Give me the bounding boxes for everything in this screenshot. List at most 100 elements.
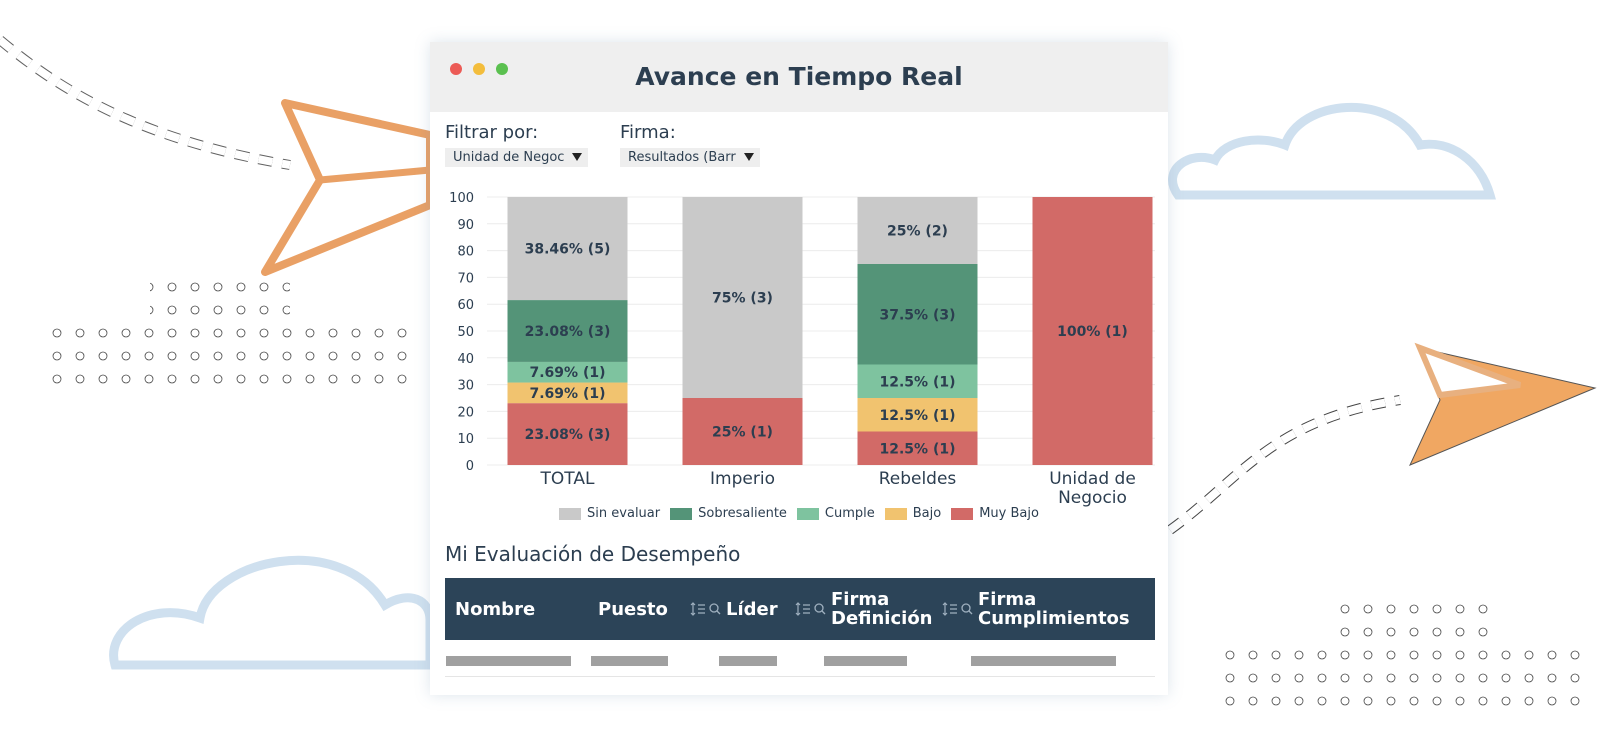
legend-label: Cumple bbox=[824, 506, 875, 521]
legend: Sin evaluar Sobresaliente Cumple Bajo Muy Ba… bbox=[430, 506, 1168, 521]
title-bar: Avance en Tiempo Real bbox=[430, 42, 1168, 112]
legend-swatch bbox=[951, 507, 974, 520]
data-label: 23.08% (3) bbox=[525, 427, 611, 443]
y-tick-label: 100 bbox=[449, 191, 474, 206]
legend-item: Sobresaliente bbox=[670, 506, 787, 521]
legend-swatch bbox=[796, 507, 819, 520]
paper-plane bbox=[261, 99, 434, 276]
column-header: Puesto bbox=[598, 598, 668, 620]
x-tick-label: Rebeldes bbox=[878, 469, 957, 489]
sort-search-icon[interactable] bbox=[690, 601, 722, 617]
bar-segment bbox=[857, 264, 978, 365]
filter-label: Filtrar por: bbox=[445, 122, 539, 143]
dashed-trail bbox=[1167, 395, 1401, 535]
y-tick-label: 20 bbox=[457, 405, 474, 420]
row-divider bbox=[445, 676, 1155, 677]
sort-search-icon[interactable] bbox=[795, 601, 827, 617]
y-tick-label: 30 bbox=[457, 379, 474, 394]
app-window: Avance en Tiempo Real Filtrar por: Unida… bbox=[430, 42, 1168, 695]
dot-pattern bbox=[1220, 641, 1590, 711]
data-label: 12.5% (1) bbox=[880, 408, 956, 424]
legend-label: Muy Bajo bbox=[979, 506, 1039, 521]
sort-search-icon[interactable] bbox=[942, 601, 974, 617]
dashed-trail bbox=[0, 36, 291, 169]
legend-swatch bbox=[670, 507, 693, 520]
filter-dropdown[interactable]: Resultados (Barr bbox=[620, 148, 760, 167]
placeholder bbox=[971, 656, 1116, 666]
bar-segment bbox=[857, 431, 978, 465]
minimize-button[interactable] bbox=[473, 63, 485, 75]
bar-segment bbox=[507, 361, 628, 383]
chart: 0 10 20 30 40 50 60 70 80 90 100 23.08% (3) 7.69% (1… bbox=[449, 191, 1155, 474]
column-header: Líder bbox=[726, 598, 778, 620]
cloud bbox=[109, 555, 435, 670]
y-tick-label: 40 bbox=[457, 352, 474, 367]
y-tick-label: 0 bbox=[466, 459, 474, 474]
y-tick-label: 90 bbox=[457, 218, 474, 233]
data-label: 12.5% (1) bbox=[880, 374, 956, 390]
dot-pattern bbox=[1330, 595, 1500, 641]
y-tick-label: 60 bbox=[457, 298, 474, 313]
y-tick-label: 70 bbox=[457, 271, 474, 286]
bar-segment bbox=[857, 398, 978, 432]
cloud bbox=[1168, 102, 1496, 200]
bar-segment bbox=[682, 197, 803, 398]
paper-plane bbox=[319, 166, 431, 184]
data-label: 12.5% (1) bbox=[880, 441, 956, 457]
y-tick-label: 80 bbox=[457, 245, 474, 260]
dot-pattern bbox=[50, 326, 410, 396]
data-label: 25% (1) bbox=[712, 425, 773, 441]
paper-plane bbox=[1414, 342, 1522, 399]
column-header: Firma Definición bbox=[831, 589, 933, 629]
column-header: Nombre bbox=[455, 598, 536, 620]
data-label: 75% (3) bbox=[712, 291, 773, 307]
dropdown-value: Unidad de Negoc bbox=[453, 150, 565, 165]
dashed-trail bbox=[0, 36, 291, 170]
bar-segment bbox=[507, 300, 628, 362]
legend-swatch bbox=[559, 507, 582, 520]
x-tick-label: TOTAL bbox=[540, 469, 595, 489]
table-header: Nombre Puesto Líder Firma Definición Firma C… bbox=[445, 578, 1155, 640]
placeholder bbox=[824, 656, 907, 666]
close-button[interactable] bbox=[450, 63, 462, 75]
x-tick-label: Unidad de Negocio bbox=[1049, 469, 1136, 508]
data-label: 7.69% (1) bbox=[530, 365, 606, 381]
dropdown-value: Resultados (Barr bbox=[628, 150, 736, 165]
placeholder bbox=[591, 656, 668, 666]
legend-item: Muy Bajo bbox=[951, 506, 1039, 521]
legend-item: Cumple bbox=[796, 506, 875, 521]
dropdown-arrow bbox=[572, 153, 583, 161]
data-label: 25% (2) bbox=[887, 224, 948, 240]
section-title: Mi Evaluación de Desempeño bbox=[445, 542, 741, 566]
data-label: 23.08% (3) bbox=[525, 324, 611, 340]
y-tick-label: 10 bbox=[457, 432, 474, 447]
legend-label: Sin evaluar bbox=[587, 506, 661, 521]
filter-label: Firma: bbox=[620, 122, 676, 143]
bar-segment bbox=[857, 364, 978, 398]
bar-segment bbox=[1032, 197, 1153, 465]
legend-label: Sobresaliente bbox=[698, 506, 787, 521]
dashed-trail bbox=[1167, 396, 1401, 534]
bar-segment bbox=[682, 398, 803, 465]
data-label: 7.69% (1) bbox=[530, 386, 606, 402]
filter-dropdown[interactable]: Unidad de Negoc bbox=[445, 148, 589, 167]
placeholder bbox=[719, 656, 777, 666]
window-title: Avance en Tiempo Real bbox=[635, 62, 963, 91]
bar-segment bbox=[507, 403, 628, 465]
y-tick-label: 50 bbox=[457, 325, 474, 340]
placeholder bbox=[446, 656, 571, 666]
data-label: 37.5% (3) bbox=[880, 307, 956, 323]
legend-label: Bajo bbox=[912, 506, 942, 521]
bar-segment bbox=[857, 197, 978, 264]
bar-segment bbox=[507, 382, 628, 404]
data-label: 38.46% (5) bbox=[525, 242, 611, 258]
dropdown-arrow bbox=[743, 153, 754, 161]
data-label: 100% (1) bbox=[1057, 324, 1128, 340]
legend-item: Bajo bbox=[884, 506, 942, 521]
legend-swatch bbox=[884, 507, 907, 520]
bar-segment bbox=[507, 197, 628, 301]
x-tick-label: Imperio bbox=[710, 469, 775, 489]
maximize-button[interactable] bbox=[496, 63, 508, 75]
